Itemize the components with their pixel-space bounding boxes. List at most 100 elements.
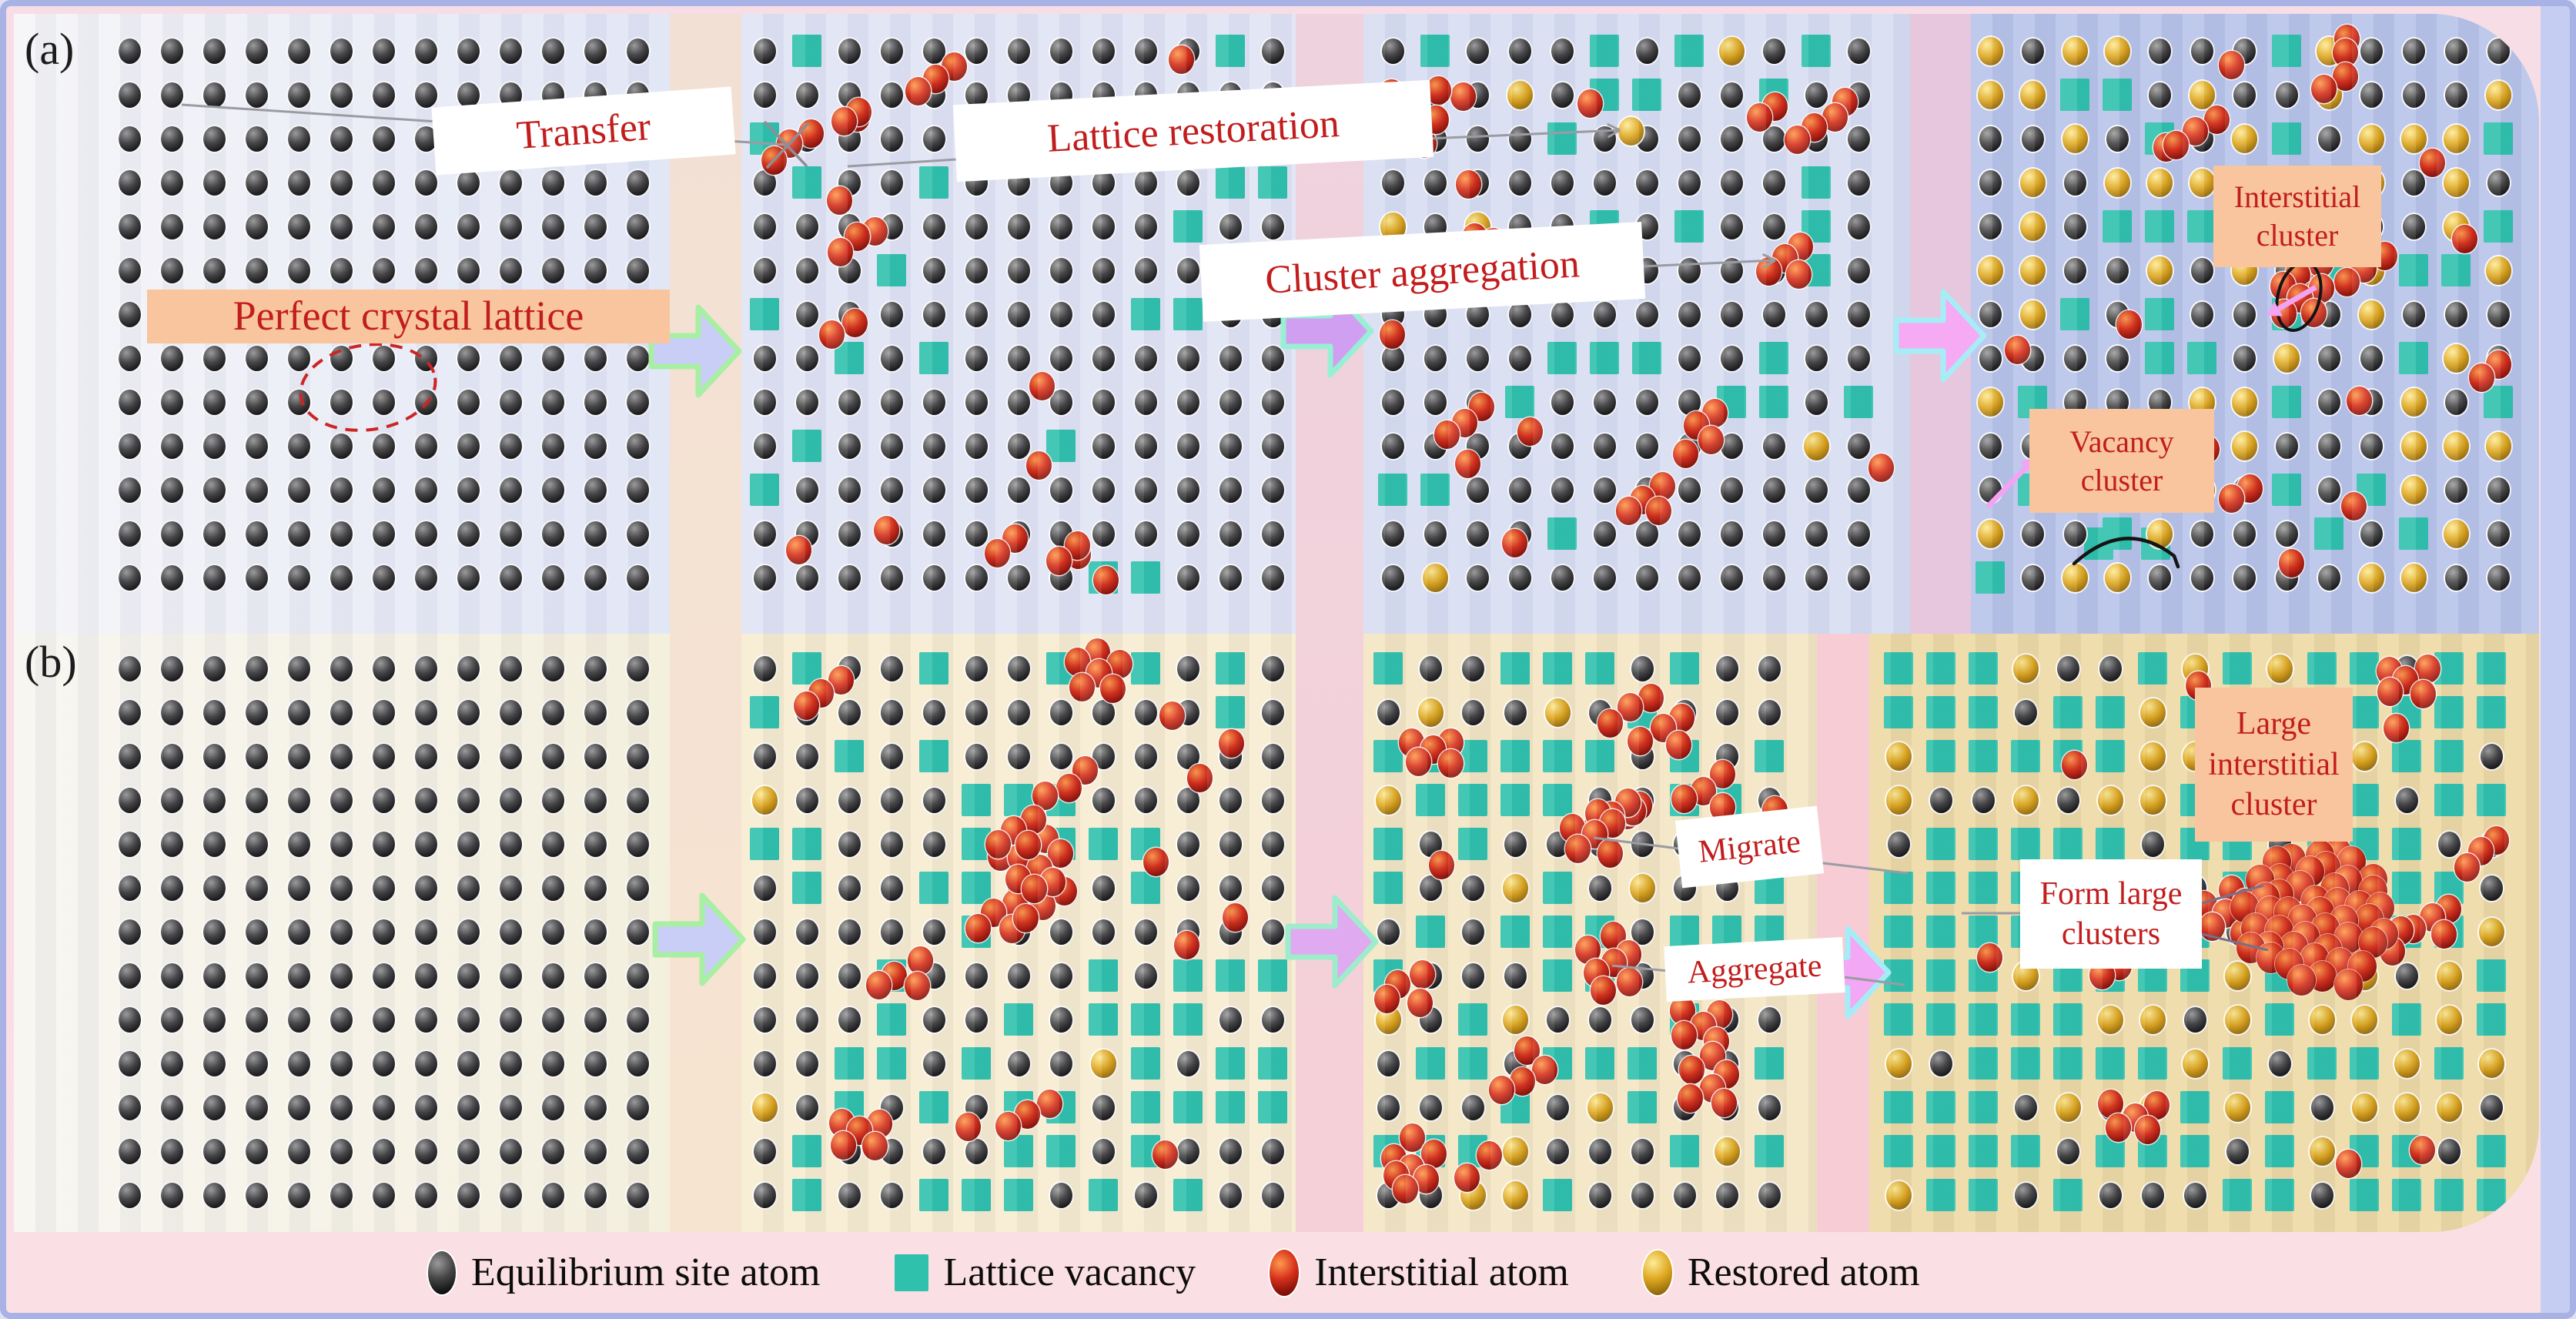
equilibrium-atom-icon [880,389,903,415]
restored-atom-icon [2309,1005,2335,1034]
equilibrium-atom-icon [922,433,945,459]
interstitial-atom-icon [1577,89,1603,118]
lattice-vacancy-icon [1173,1003,1203,1036]
equilibrium-atom-icon [372,962,395,989]
equilibrium-atom-icon [457,82,480,108]
equilibrium-atom-icon [965,257,988,283]
equilibrium-atom-icon [372,345,395,371]
equilibrium-atom-icon [2444,82,2467,108]
equilibrium-atom-icon [1134,433,1157,459]
interstitial-cluster-label: Interstitial cluster [2213,166,2381,267]
interstitial-atom-icon [1450,82,1476,111]
equilibrium-atom-icon [1979,301,2002,327]
interstitial-atom-icon [1055,773,1082,802]
equilibrium-atom-icon [118,257,141,283]
equilibrium-atom-icon [1466,38,1489,64]
equilibrium-atom-icon [245,655,268,681]
equilibrium-atom-icon [1261,875,1284,901]
equilibrium-atom-icon [1508,38,1531,64]
restored-atom-icon [2146,168,2173,197]
interstitial-atom-icon [907,946,933,976]
lattice-vacancy-icon [1258,1091,1287,1123]
interstitial-atom-icon [1219,728,1245,758]
lattice-vacancy-icon [792,430,821,462]
equilibrium-atom-icon [1847,521,1870,547]
lattice-vacancy-icon [2434,1179,2464,1211]
equilibrium-atom-icon [795,564,818,591]
interstitial-atom-icon [2452,225,2477,254]
equilibrium-atom-icon [2233,301,2256,327]
interstitial-atom-icon [1456,169,1482,199]
lattice-vacancy-icon [835,740,864,772]
equilibrium-atom-icon [1176,257,1199,283]
equilibrium-atom-icon [1979,169,2002,196]
restored-atom-icon [2062,563,2088,592]
equilibrium-atom-icon [414,1138,437,1164]
lattice-vacancy-icon [2223,1179,2252,1211]
lattice-vacancy-icon [2350,652,2379,685]
equilibrium-atom-icon [1720,82,1743,108]
lattice-vacancy-icon [1458,1003,1487,1036]
equilibrium-atom-icon [202,257,226,283]
interstitial-atom-icon [861,1132,888,1161]
equilibrium-atom-icon [1092,787,1115,813]
equilibrium-atom-icon [838,564,861,591]
equilibrium-atom-icon [1635,433,1658,459]
equilibrium-atom-icon [414,1050,437,1076]
equilibrium-atom-icon [1261,655,1284,681]
equilibrium-atom-icon [922,257,945,283]
equilibrium-atom-icon [245,126,268,152]
lattice-vacancy-icon [2223,1047,2252,1080]
legend-item-equilibrium: Equilibrium site atom [428,1250,821,1295]
equilibrium-atom-icon [753,655,776,681]
lattice-vacancy-icon [919,1091,948,1123]
lattice-vacancy-icon [1884,959,1913,992]
large-interstitial-cluster-label: Large interstitial cluster [2195,688,2353,842]
equilibrium-atom-icon [202,477,226,503]
equilibrium-atom-icon [202,831,226,857]
equilibrium-atom-icon [880,301,903,327]
lattice-vacancy-icon [962,1047,991,1080]
lattice-vacancy-icon [1926,1091,1955,1123]
lattice-vacancy-icon [2138,1047,2167,1080]
equilibrium-atom-icon [1979,345,2002,371]
equilibrium-atom-icon [2360,38,2383,64]
lattice-vacancy-icon [1416,916,1445,948]
restored-atom-icon [1977,387,2003,417]
equilibrium-atom-icon [795,919,818,945]
equilibrium-atom-icon [1219,787,1242,813]
equilibrium-atom-icon [2233,82,2256,108]
equilibrium-atom-icon [118,1006,141,1033]
equilibrium-atom-icon [795,743,818,769]
equilibrium-atom-icon [2402,38,2425,64]
equilibrium-atom-icon [414,1006,437,1033]
equilibrium-atom-icon [965,699,988,725]
form-large-clusters-label: Form large clusters [2020,859,2202,969]
lattice-vacancy-icon [2084,527,2113,560]
equilibrium-atom-icon [1461,962,1484,989]
equilibrium-atom-icon [330,389,353,415]
equilibrium-atom-icon [372,919,395,945]
lattice-vacancy-icon [2272,474,2301,506]
equilibrium-atom-icon [922,564,945,591]
equilibrium-atom-icon [1381,169,1404,196]
equilibrium-atom-icon [1720,301,1743,327]
equilibrium-atom-icon [2487,301,2510,327]
equilibrium-atom-icon [499,962,522,989]
equilibrium-atom-icon [1049,1006,1072,1033]
equilibrium-atom-icon [1134,257,1157,283]
equilibrium-atom-icon [330,126,353,152]
equilibrium-atom-icon [2360,82,2383,108]
equilibrium-atom-icon [1551,477,1574,503]
equilibrium-atom-icon [1979,126,2002,152]
lattice-vacancy-icon [2265,1179,2294,1211]
equilibrium-atom-icon [541,875,564,901]
equilibrium-atom-icon [1176,169,1199,196]
equilibrium-atom-icon [2360,345,2383,371]
equilibrium-atom-icon [330,213,353,239]
lattice-vacancy-icon [2265,1091,2294,1123]
lattice-vacancy-icon [1089,1003,1118,1036]
equilibrium-atom-icon [626,169,649,196]
lattice-vacancy-icon [1670,916,1699,948]
lattice-vacancy-icon [1216,652,1245,685]
